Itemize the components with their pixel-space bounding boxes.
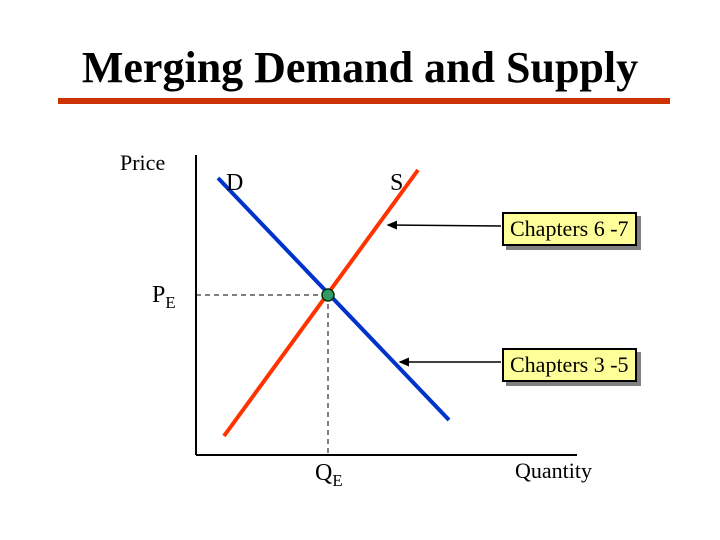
supply-curve <box>224 170 418 436</box>
callout-demand-box: Chapters 3 -5 <box>502 348 637 382</box>
quantity-axis-label: Quantity <box>515 458 592 484</box>
equilibrium-point <box>322 289 334 301</box>
supply-curve-label: S <box>390 170 403 197</box>
callout-supply-arrow <box>388 225 501 226</box>
qe-label: QE <box>315 460 343 491</box>
demand-curve <box>218 178 449 420</box>
supply-demand-diagram <box>0 0 720 540</box>
demand-curve-label: D <box>226 170 243 197</box>
callout-supply-box: Chapters 6 -7 <box>502 212 637 246</box>
pe-label: PE <box>152 282 176 313</box>
price-axis-label: Price <box>120 150 165 176</box>
